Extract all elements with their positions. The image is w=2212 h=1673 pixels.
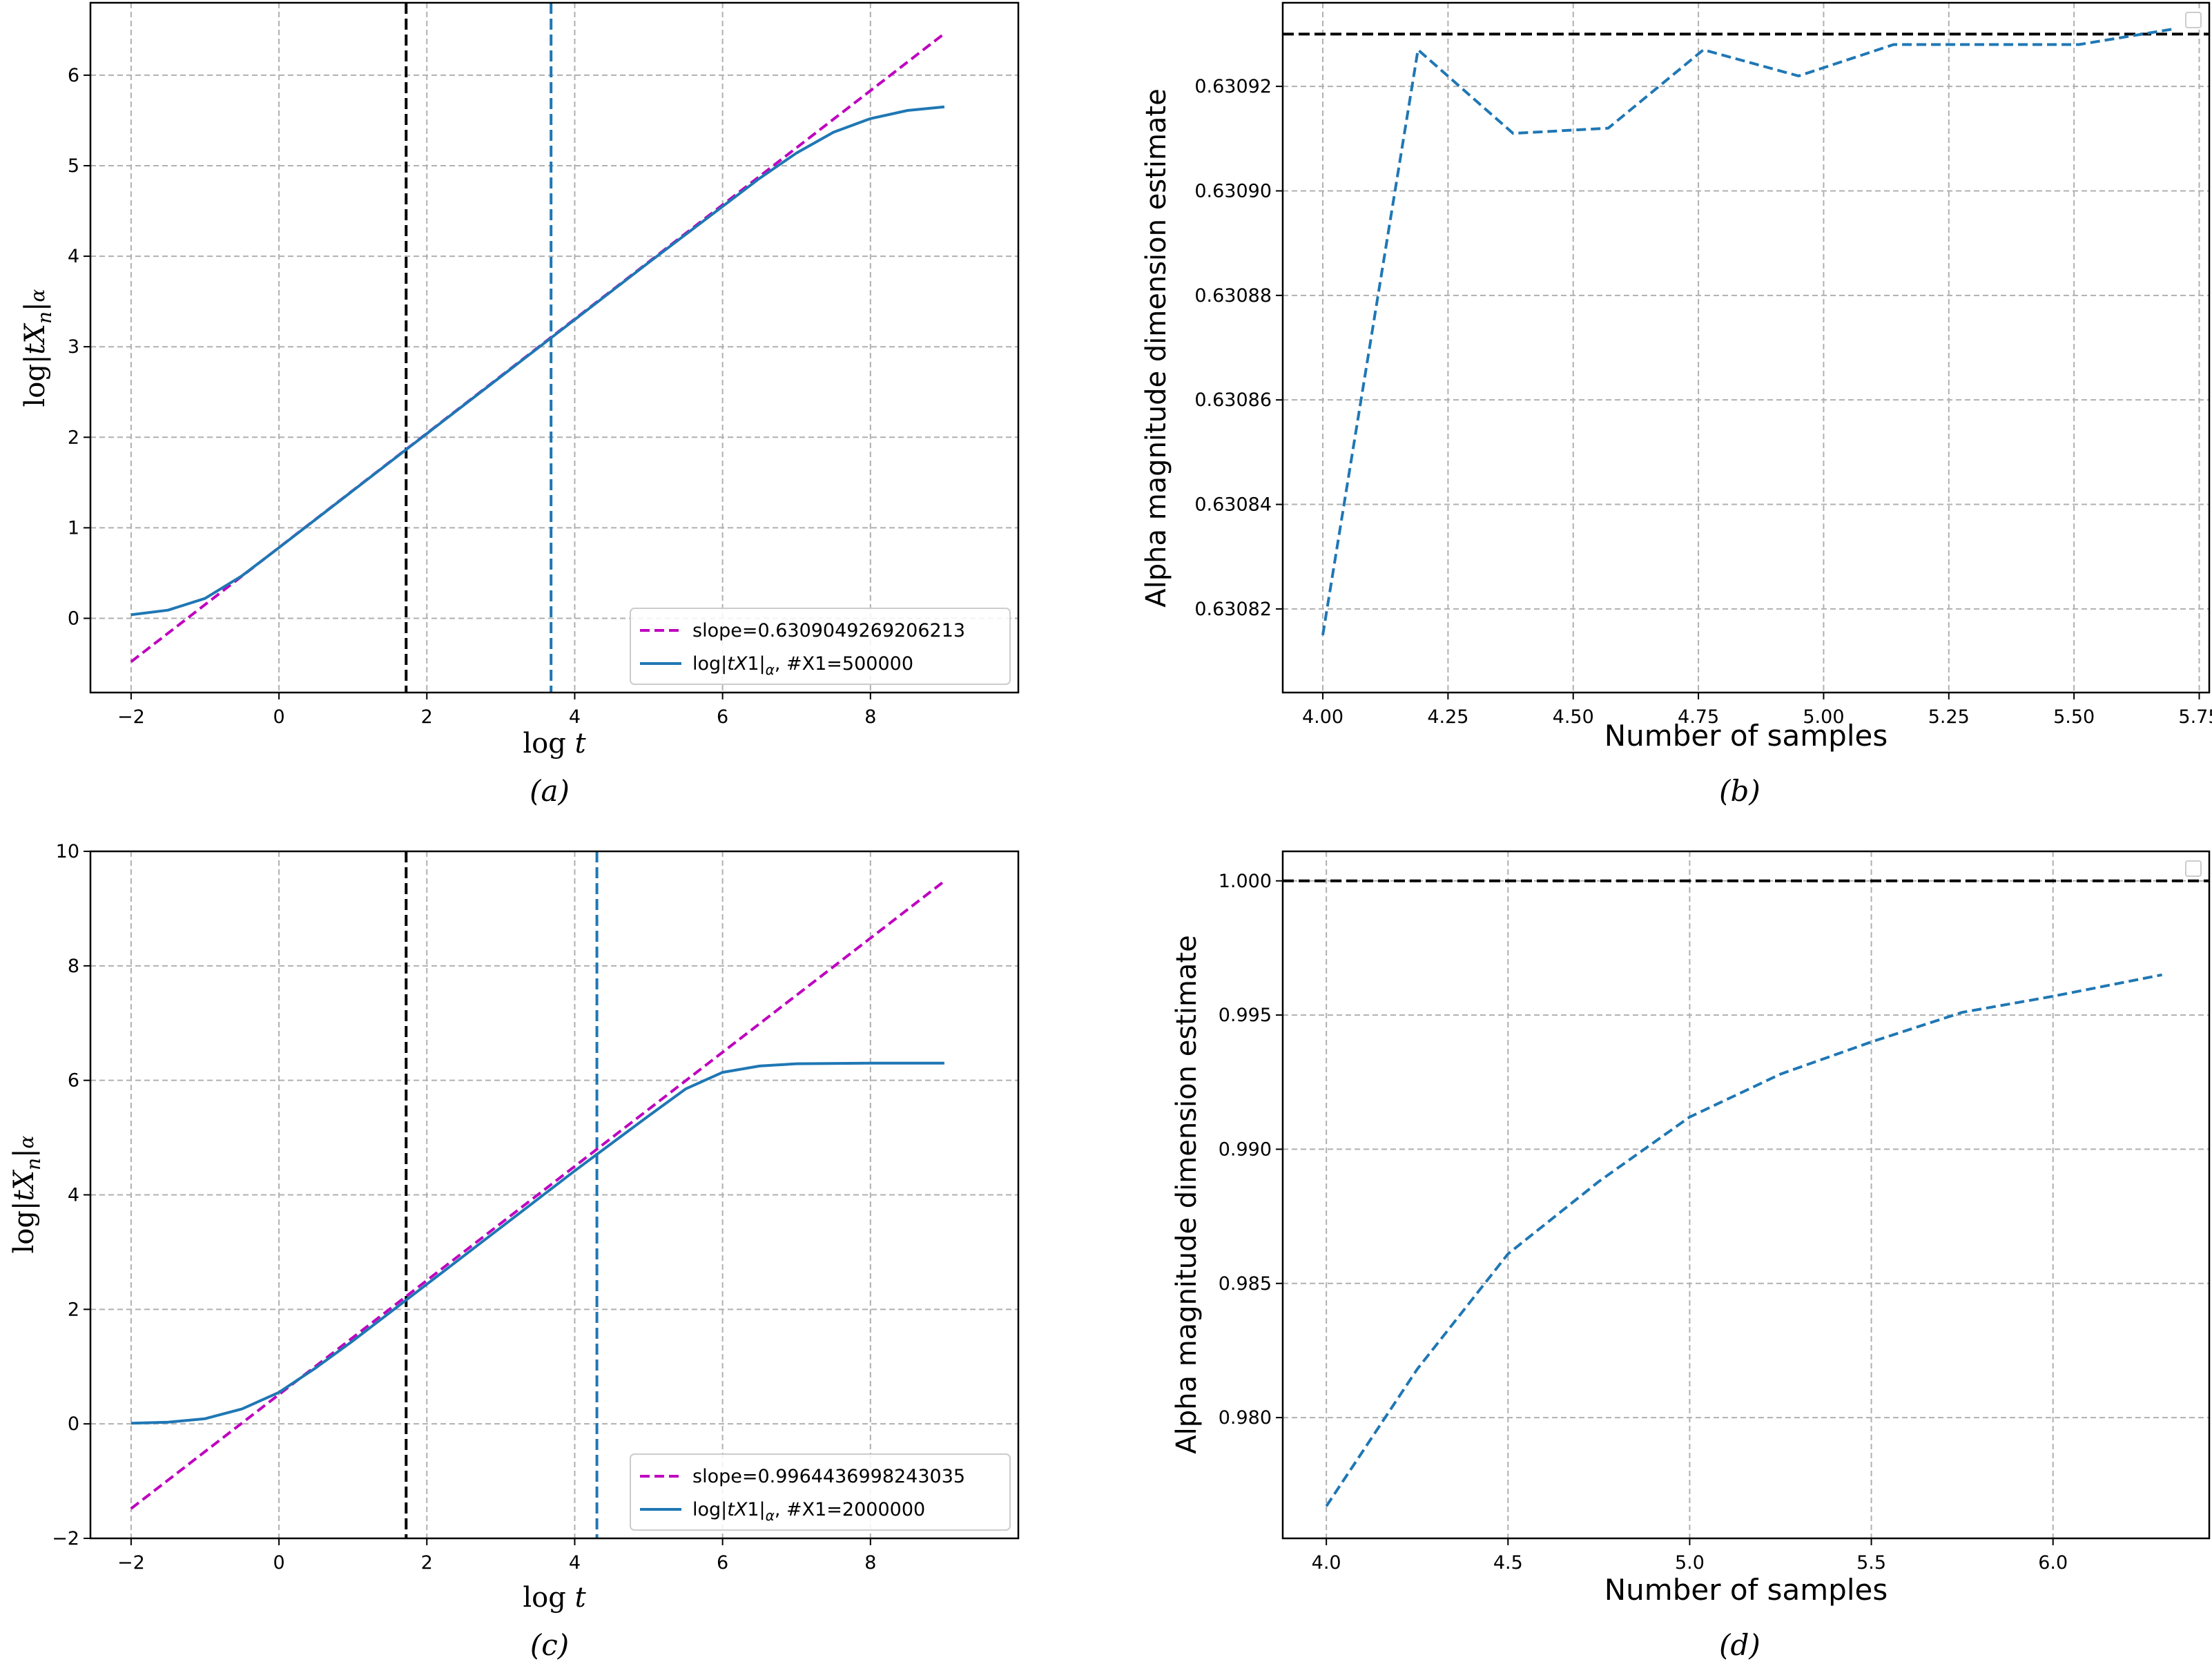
y-tick-label: 0: [68, 1413, 79, 1435]
y-tick-label: 6: [68, 65, 79, 86]
x-tick-label: 5.5: [1856, 1552, 1886, 1574]
axes-frame: [89, 1, 1020, 694]
y-tick-label: 0.63084: [1194, 494, 1272, 516]
y-tick-label: 0.63086: [1194, 389, 1272, 411]
x-tick-label: 5.50: [2053, 706, 2095, 728]
legend-curve-label: log|tX1|α, #X1=500000: [692, 653, 913, 678]
y-tick-label: 0: [68, 608, 79, 629]
y-tick-label: 0.63088: [1194, 285, 1272, 307]
x-tick-label: 4.75: [1678, 706, 1719, 728]
legend-slope-label: slope=0.6309049269206213: [692, 620, 965, 641]
x-tick-label: 4: [569, 706, 581, 728]
y-tick-label: −2: [52, 1528, 79, 1549]
x-tick-label: 0: [273, 706, 284, 728]
y-tick-label: 0.985: [1219, 1273, 1272, 1295]
axes-frame: [1281, 850, 2211, 1540]
x-tick-label: 6: [717, 706, 728, 728]
y-tick-label: 0.63090: [1194, 180, 1272, 202]
x-axis-label: log t: [523, 1582, 586, 1614]
plot-area: [130, 3, 946, 693]
legend-curve-label: log|tX1|α, #X1=2000000: [692, 1499, 925, 1524]
x-tick-label: 4.0: [1312, 1552, 1341, 1574]
x-tick-label: −2: [117, 1552, 145, 1574]
plot-area: [1283, 879, 2209, 1507]
x-tick-label: 6.0: [2038, 1552, 2068, 1574]
legend-box-empty: [2185, 12, 2202, 28]
panel-caption: (a): [530, 774, 570, 808]
y-tick-label: 6: [68, 1070, 79, 1092]
x-tick-label: 2: [421, 706, 433, 728]
panel-d: 4.0 4.5 5.0 5.5 6.0 0.980 0.985 0.990 0.995 1.000…: [1171, 850, 2211, 1662]
panel-caption: (b): [1719, 774, 1760, 808]
series-line-1: [130, 105, 945, 617]
y-tick-label: 0.990: [1219, 1139, 1272, 1160]
y-axis-label: Alpha magnitude dimension estimate: [1171, 935, 1203, 1453]
series-line-0: [1325, 973, 2162, 1507]
panel-a: −2 0 2 4 6 8 0 1 2 3 4 5 6 log t log|tXn|α slope=0.6309…: [19, 1, 1020, 808]
legend-slope-label: slope=0.9964436998243035: [692, 1466, 965, 1487]
legend: slope=0.9964436998243035 log|tX1|α, #X1=2…: [630, 1453, 1011, 1531]
y-tick-label: 1.000: [1219, 871, 1272, 892]
panel-b: 4.00 4.25 4.50 4.75 5.00 5.25 5.50 5.75 0.63082 0…: [1141, 1, 2212, 808]
y-tick-label: 8: [68, 956, 79, 977]
y-tick-label: 4: [68, 1185, 79, 1206]
legend-box-empty: [2185, 860, 2202, 877]
y-tick-label: 2: [68, 1299, 79, 1320]
x-tick-label: 4.00: [1302, 706, 1343, 728]
x-axis-label: Number of samples: [1604, 719, 1888, 753]
x-tick-label: 5.25: [1928, 706, 1970, 728]
axes-frame: [1281, 1, 2211, 694]
y-tick-label: 5: [68, 155, 79, 177]
x-tick-label: 8: [864, 1552, 876, 1574]
y-tick-label: 0.63092: [1194, 76, 1272, 97]
panel-caption: (c): [530, 1628, 569, 1662]
y-tick-label: 0.995: [1219, 1005, 1272, 1026]
x-tick-label: 4: [569, 1552, 581, 1574]
y-tick-label: 10: [56, 841, 79, 862]
x-tick-label: 5.00: [1803, 706, 1844, 728]
y-axis-label: Alpha magnitude dimension estimate: [1141, 88, 1172, 607]
y-tick-label: 3: [68, 336, 79, 358]
x-tick-label: −2: [117, 706, 145, 728]
y-tick-label: 0.980: [1219, 1407, 1272, 1429]
x-tick-label: 6: [717, 1552, 728, 1574]
series-line-0: [1321, 27, 2175, 636]
y-axis-label: log|tXn|α: [8, 1135, 45, 1253]
x-axis-label: log t: [523, 728, 586, 760]
x-tick-label: 5.0: [1675, 1552, 1705, 1574]
x-tick-label: 0: [273, 1552, 284, 1574]
x-axis-label: Number of samples: [1604, 1573, 1888, 1607]
legend: slope=0.6309049269206213 log|tX1|α, #X1=5…: [630, 608, 1011, 685]
x-tick-label: 5.75: [2178, 706, 2212, 728]
x-tick-label: 4.5: [1493, 1552, 1523, 1574]
y-tick-label: 2: [68, 427, 79, 448]
series-line-0: [130, 880, 946, 1510]
y-tick-label: 0.63082: [1194, 599, 1272, 620]
x-tick-label: 2: [421, 1552, 433, 1574]
x-tick-label: 4.50: [1553, 706, 1594, 728]
legend-box: [630, 608, 1011, 685]
x-tick-label: 8: [864, 706, 876, 728]
panel-caption: (d): [1719, 1628, 1760, 1662]
series-line-1: [130, 1061, 944, 1425]
plot-area: [1283, 27, 2209, 636]
plot-area: [130, 851, 946, 1538]
y-axis-label: log|tXn|α: [19, 289, 56, 407]
y-tick-label: 1: [68, 517, 79, 539]
x-tick-label: 4.25: [1427, 706, 1468, 728]
legend-box: [630, 1453, 1011, 1531]
panel-c: −2 0 2 4 6 8 −2 0 2 4 6 8 10 log t log|tXn|α slope=0.99…: [8, 841, 1020, 1662]
y-tick-label: 4: [68, 246, 79, 267]
